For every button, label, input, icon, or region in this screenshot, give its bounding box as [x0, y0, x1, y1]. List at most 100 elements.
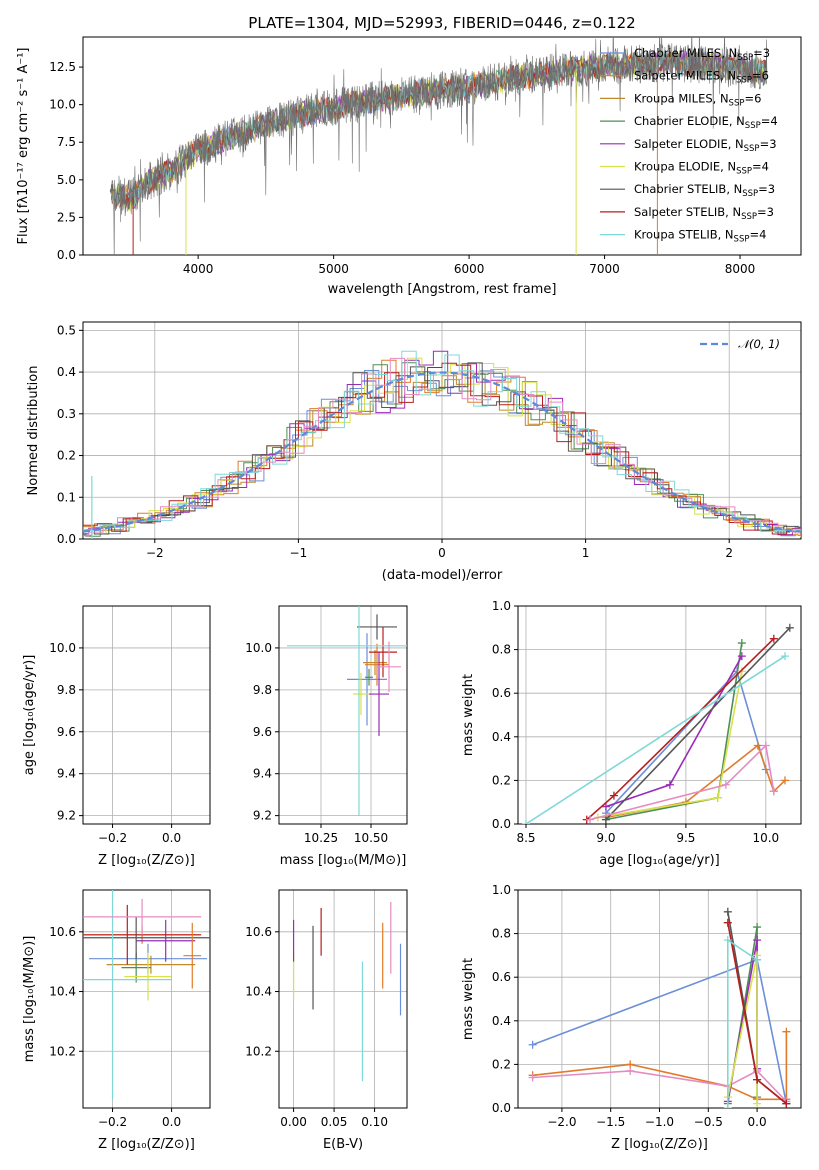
- x-tick-label: 0.00: [280, 1115, 307, 1129]
- y-tick-label: 10.6: [49, 925, 76, 939]
- legend-tail: =6: [752, 69, 769, 83]
- plus-marker: [626, 1066, 635, 1075]
- weight-line: [525, 655, 786, 824]
- legend-label: Kroupa MILES, NSSP=6: [634, 91, 761, 108]
- x-tick-label: 0.0: [748, 1115, 767, 1129]
- y-tick-label: 10.4: [245, 985, 272, 999]
- plus-marker: [609, 791, 618, 800]
- y-tick-label: 1.0: [492, 883, 511, 897]
- x-tick-label: 0.10: [361, 1115, 388, 1129]
- plus-marker: [753, 923, 762, 932]
- y-tick-label: 9.2: [57, 809, 76, 823]
- histogram-step: [83, 362, 801, 538]
- plus-marker: [753, 741, 762, 750]
- age-weight-axes: 8.5 9.0 9.5 10.0 0.0 0.2 0.4 0.6 0.8 1.0: [492, 599, 802, 845]
- plus-marker: [782, 1027, 791, 1036]
- legend-label: Kroupa STELIB, NSSP=4: [634, 228, 766, 245]
- weight-line: [532, 1031, 788, 1101]
- plot-frame: [82, 889, 211, 1109]
- plus-marker: [737, 639, 746, 648]
- plus-marker: [713, 793, 722, 802]
- plus-marker: [601, 815, 610, 824]
- y-tick-label: 0.4: [57, 365, 76, 379]
- y-tick-label: 10.6: [245, 925, 272, 939]
- legend-label: Salpeter MILES, NSSP=6: [634, 69, 769, 86]
- legend-tail: =6: [744, 91, 761, 105]
- x-tick-label: −0.5: [694, 1115, 723, 1129]
- y-tick-label: 0.3: [57, 407, 76, 421]
- x-axis-label: wavelength [Angstrom, rest frame]: [328, 282, 557, 297]
- hist-axes: −2 −1 0 1 2 0.0 0.1 0.2 0.3 0.4 0.5: [57, 321, 802, 560]
- weight-lines: [521, 623, 794, 824]
- plot-frame: [517, 605, 802, 825]
- y-tick-label: 10.4: [49, 985, 76, 999]
- y-tick-label: 0.0: [57, 248, 76, 262]
- y-tick-label: 0.1: [57, 490, 76, 504]
- plus-marker: [761, 741, 770, 750]
- plus-marker: [753, 1099, 762, 1108]
- legend-label: Chabrier ELODIE, NSSP=4: [634, 114, 778, 131]
- legend-label: Chabrier MILES, NSSP=3: [634, 46, 770, 63]
- y-tick-label: 0.2: [492, 773, 511, 787]
- plot-frame: [278, 889, 408, 1109]
- x-axis-label: Z [log₁₀(Z/Z⊙)]: [98, 853, 195, 868]
- x-axis-label: E(B-V): [323, 1137, 363, 1152]
- weight-line: [586, 638, 775, 821]
- x-tick-label: 0.05: [321, 1115, 348, 1129]
- y-tick-label: 10.0: [245, 641, 272, 655]
- error-bars: [292, 901, 402, 1082]
- legend-subscript: SSP: [734, 235, 750, 245]
- legend-subscript: SSP: [745, 121, 761, 131]
- x-axis-label: age [log₁₀(age/yr)]: [599, 853, 720, 868]
- plus-marker: [782, 1099, 791, 1108]
- spectrum-lines: [109, 37, 768, 255]
- plus-marker: [585, 815, 594, 824]
- plus-marker: [521, 820, 530, 824]
- error-bars: [287, 606, 407, 816]
- x-tick-label: 10.50: [354, 831, 388, 845]
- y-tick-label: 0.0: [492, 817, 511, 831]
- x-axis-label: Z [log₁₀(Z/Z⊙)]: [611, 1137, 708, 1152]
- histogram-step: [83, 370, 801, 537]
- legend-subscript: SSP: [741, 212, 757, 222]
- y-tick-label: 5.0: [57, 173, 76, 187]
- plus-marker: [769, 787, 778, 796]
- y-tick-label: 0.8: [492, 643, 511, 657]
- x-tick-label: 8000: [725, 262, 756, 276]
- y-tick-label: 0.0: [57, 532, 76, 546]
- plot-frame: [82, 36, 802, 256]
- legend-subscript: SSP: [742, 189, 758, 199]
- plus-marker: [601, 802, 610, 811]
- plot-frame: [82, 321, 802, 540]
- y-tick-label: 9.4: [253, 767, 272, 781]
- plus-marker: [723, 1104, 732, 1108]
- y-axis-label: Normed distribution: [26, 366, 41, 496]
- x-axis-label: mass [log₁₀(M/M⊙)]: [280, 853, 407, 868]
- x-tick-label: 1: [582, 546, 590, 560]
- plus-marker: [665, 780, 674, 789]
- y-tick-label: 0.6: [492, 970, 511, 984]
- x-tick-label: 2: [725, 546, 733, 560]
- y-tick-label: 7.5: [57, 135, 76, 149]
- x-tick-label: 8.5: [516, 831, 535, 845]
- z-age-axes: −0.2 0.0 9.2 9.4 9.6 9.8 10.0: [49, 605, 211, 845]
- plus-marker: [528, 1040, 537, 1049]
- y-tick-label: 0.4: [492, 730, 511, 744]
- spectrum-axes: 4000 5000 6000 7000 8000 0.0 2.5 5.0 7.5 10.0 12.5: [49, 36, 802, 276]
- y-tick-label: 0.8: [492, 927, 511, 941]
- legend-subscript: SSP: [737, 53, 753, 63]
- mass-age-axes: 10.25 10.50 9.2 9.4 9.6 9.8 10.0: [245, 605, 408, 845]
- x-axis-label: (data-model)/error: [382, 568, 503, 583]
- plus-marker: [528, 1073, 537, 1082]
- normal-curve: [83, 371, 801, 533]
- y-axis-label: mass weight: [461, 958, 476, 1040]
- plus-marker: [723, 918, 732, 927]
- legend-label: Salpeter STELIB, NSSP=3: [634, 205, 774, 222]
- legend-subscript: SSP: [744, 144, 760, 154]
- x-tick-label: 6000: [454, 262, 485, 276]
- x-tick-label: −0.2: [98, 831, 127, 845]
- x-tick-label: 0: [438, 546, 446, 560]
- y-tick-label: 9.4: [57, 767, 76, 781]
- x-tick-label: 5000: [318, 262, 349, 276]
